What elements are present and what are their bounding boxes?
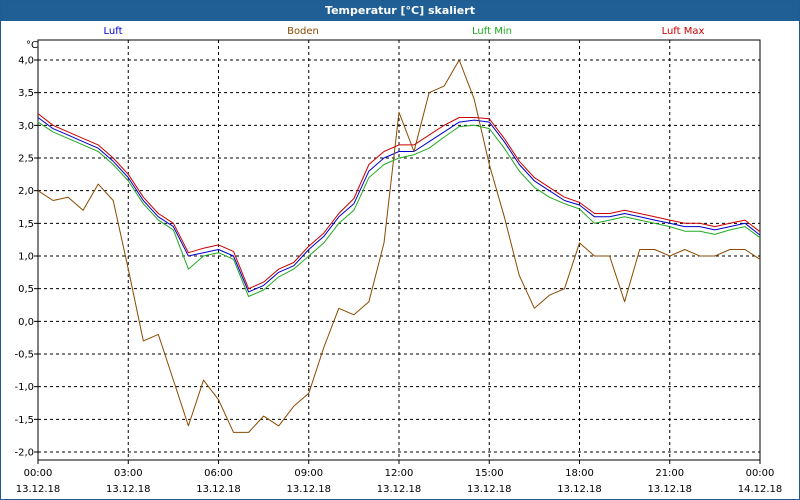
y-tick-label: 4,0 [18,56,34,67]
y-tick-label: 0,5 [18,284,34,295]
series-layer [37,59,761,433]
x-tick-date: 13.12.18 [196,484,241,495]
legend: Luft Boden Luft Min Luft Max [104,26,705,37]
x-axis: 00:00 13.12.18 03:00 13.12.18 06:00 13.12.18 0… [16,460,783,495]
series-luft [37,117,761,293]
y-tick-label: -0,5 [14,350,34,361]
x-tick-time: 03:00 [114,468,143,479]
x-tick-time: 21:00 [655,468,684,479]
x-tick-date: 14.12.18 [738,484,783,495]
series-luft-max [37,113,761,290]
series-luft-min [37,121,761,297]
x-tick-time: 09:00 [294,468,323,479]
x-tick-date: 13.12.18 [16,484,61,495]
legend-luft: Luft [104,26,123,37]
y-axis: 4,0 3,5 3,0 2,5 2,0 1,5 1,0 0,5 0,0 -0,5 -1,0 -1,5 -… [14,56,38,459]
x-tick-time: 15:00 [475,468,504,479]
y-tick-label: 0,0 [18,317,34,328]
legend-boden: Boden [287,26,319,37]
y-axis-label: °C [26,40,38,51]
legend-luft-max: Luft Max [662,26,705,37]
x-tick-date: 13.12.18 [106,484,151,495]
x-tick-date: 13.12.18 [557,484,602,495]
y-tick-label: 1,0 [18,252,34,263]
x-tick-time: 18:00 [565,468,594,479]
x-tick-time: 06:00 [204,468,233,479]
y-tick-label: -1,5 [14,415,34,426]
legend-luft-min: Luft Min [472,26,512,37]
y-tick-label: 3,0 [18,121,34,132]
y-tick-label: 3,5 [18,88,34,99]
y-tick-label: 2,0 [18,186,34,197]
y-tick-label: 1,5 [18,219,34,230]
x-tick-time: 00:00 [24,468,53,479]
x-tick-time: 00:00 [746,468,775,479]
x-tick-date: 13.12.18 [286,484,331,495]
x-tick-date: 13.12.18 [377,484,422,495]
y-tick-label: -2,0 [14,448,34,459]
series-boden [37,59,761,433]
x-tick-date: 13.12.18 [467,484,512,495]
x-tick-time: 12:00 [385,468,414,479]
x-tick-date: 13.12.18 [647,484,692,495]
chart-title: Temperatur [°C] skaliert [1,1,799,21]
y-tick-label: 2,5 [18,154,34,165]
y-tick-label: -1,0 [14,382,34,393]
